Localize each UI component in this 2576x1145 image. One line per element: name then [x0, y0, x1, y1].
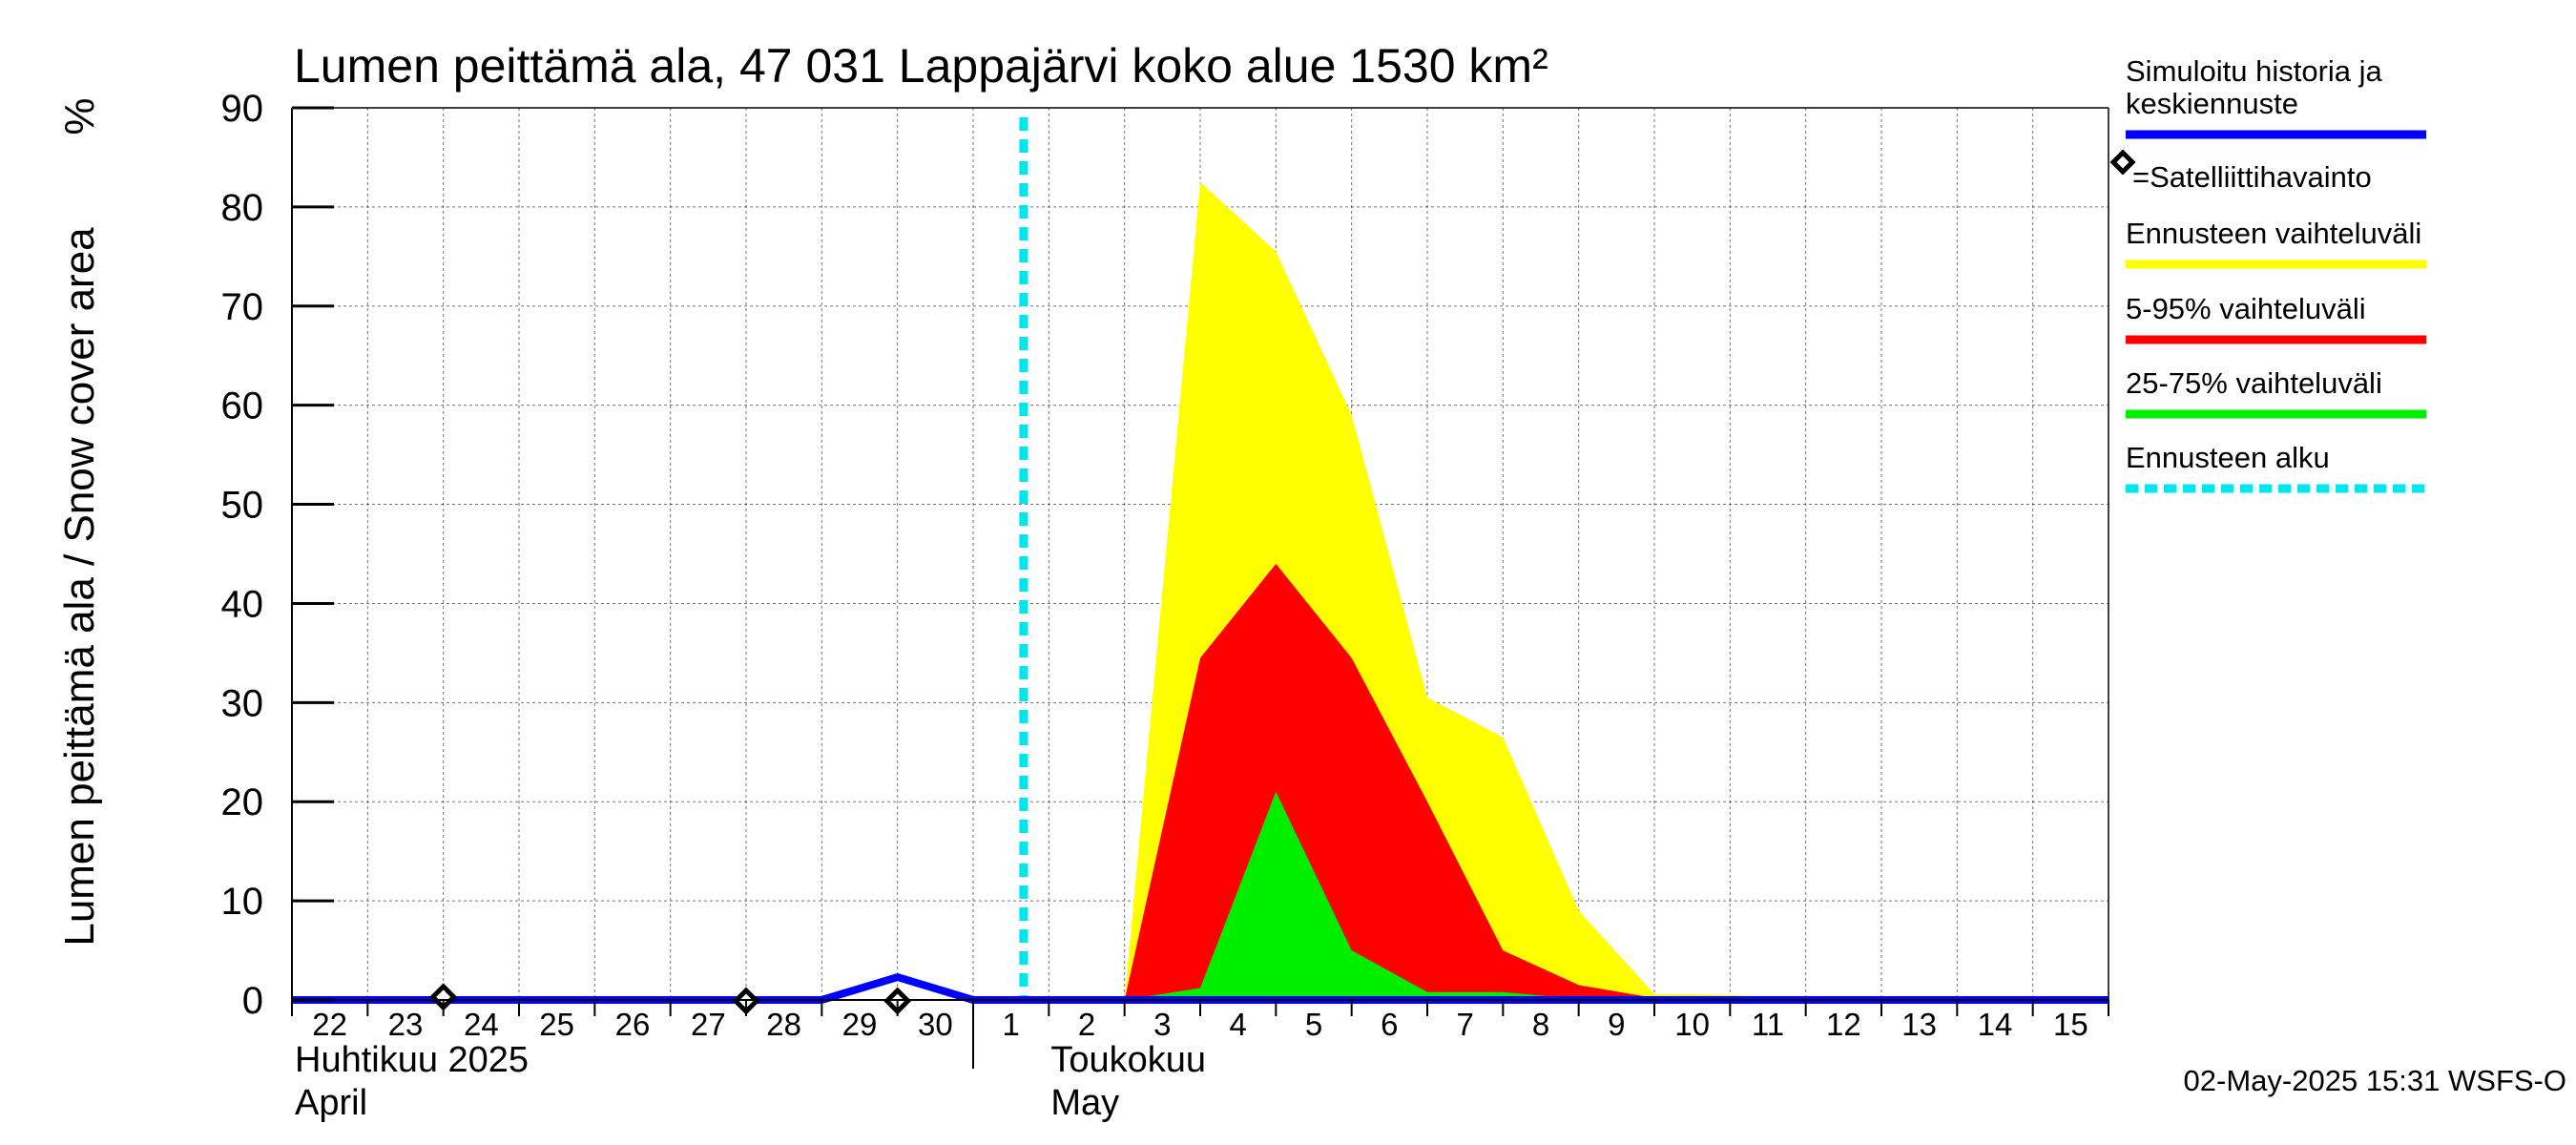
- legend: Simuloitu historia ja keskiennuste =Satell…: [2109, 54, 2426, 493]
- y-axis-label: Lumen peittämä ala / Snow cover area: [56, 227, 103, 947]
- x-tick-label: 7: [1456, 1007, 1473, 1042]
- y-tick-label: 40: [221, 583, 264, 625]
- legend-label-satellite: =Satelliittihavainto: [2132, 160, 2372, 194]
- x-tick-label: 27: [691, 1007, 726, 1042]
- grid-lines: [292, 108, 2109, 1000]
- y-tick-label: 90: [221, 88, 264, 130]
- month-label-fi: Toukokuu: [1050, 1040, 1206, 1080]
- y-axis-unit: %: [56, 97, 103, 135]
- legend-label-ennusteen-vaihteluv-li: Ennusteen vaihteluväli: [2126, 217, 2421, 250]
- x-tick-label: 14: [1978, 1007, 2013, 1042]
- x-tick-label: 30: [918, 1007, 953, 1042]
- chart-title: Lumen peittämä ala, 47 031 Lappajärvi ko…: [294, 39, 1548, 93]
- month-label-fi: Huhtikuu 2025: [295, 1040, 529, 1080]
- timestamp-footer: 02-May-2025 15:31 WSFS-O: [2184, 1064, 2566, 1097]
- x-tick-label: 10: [1674, 1007, 1710, 1042]
- legend-label-5-95-vaihteluv-li: 5-95% vaihteluväli: [2126, 292, 2366, 325]
- y-tick-label: 20: [221, 781, 264, 823]
- band-25-75-vaihteluv-li: [1124, 791, 1579, 1000]
- legend-swatch-satellite: [2109, 149, 2136, 176]
- x-tick-label: 28: [766, 1007, 801, 1042]
- month-label-en: April: [295, 1083, 367, 1123]
- x-tick-label: 5: [1305, 1007, 1322, 1042]
- x-tick-label: 6: [1381, 1007, 1398, 1042]
- x-tick-label: 11: [1752, 1007, 1784, 1042]
- y-tick-label: 30: [221, 682, 264, 724]
- legend-label-25-75-vaihteluv-li: 25-75% vaihteluväli: [2126, 366, 2382, 400]
- legend-label-mean-forecast: Simuloitu historia ja keskiennuste: [2126, 54, 2383, 120]
- legend-label-ennusteen-alku: Ennusteen alku: [2126, 441, 2330, 474]
- x-tick-label: 9: [1608, 1007, 1625, 1042]
- x-tick-label: 1: [1002, 1007, 1019, 1042]
- x-tick-label: 8: [1532, 1007, 1549, 1042]
- y-tick-label: 80: [221, 187, 264, 229]
- y-tick-label: 0: [242, 980, 263, 1022]
- x-tick-label: 23: [388, 1007, 424, 1042]
- x-tick-label: 25: [539, 1007, 574, 1042]
- x-tick-label: 3: [1153, 1007, 1171, 1042]
- x-tick-label: 13: [1901, 1007, 1937, 1042]
- y-tick-label: 10: [221, 881, 264, 923]
- x-tick-label: 26: [615, 1007, 651, 1042]
- x-axis-ticks: 22 23 24 25 26 27 28 29 30 1 2 3 4 5 6 7 8 9 10 11 12 13 14 15: [291, 1000, 2109, 1042]
- y-tick-label: 60: [221, 385, 264, 427]
- x-tick-label: 4: [1229, 1007, 1246, 1042]
- y-tick-label: 70: [221, 286, 264, 328]
- x-tick-label: 29: [842, 1007, 878, 1042]
- x-tick-label: 2: [1078, 1007, 1095, 1042]
- x-tick-label: 24: [464, 1007, 499, 1042]
- month-label-en: May: [1050, 1083, 1119, 1123]
- y-tick-label: 50: [221, 485, 264, 527]
- x-tick-label: 15: [2053, 1007, 2088, 1042]
- y-axis-ticks: 0 10 20 30 40 50 60 70 80 90: [221, 88, 334, 1022]
- x-tick-label: 12: [1826, 1007, 1861, 1042]
- x-tick-label: 22: [312, 1007, 347, 1042]
- forecast-bands: [1124, 181, 1806, 1000]
